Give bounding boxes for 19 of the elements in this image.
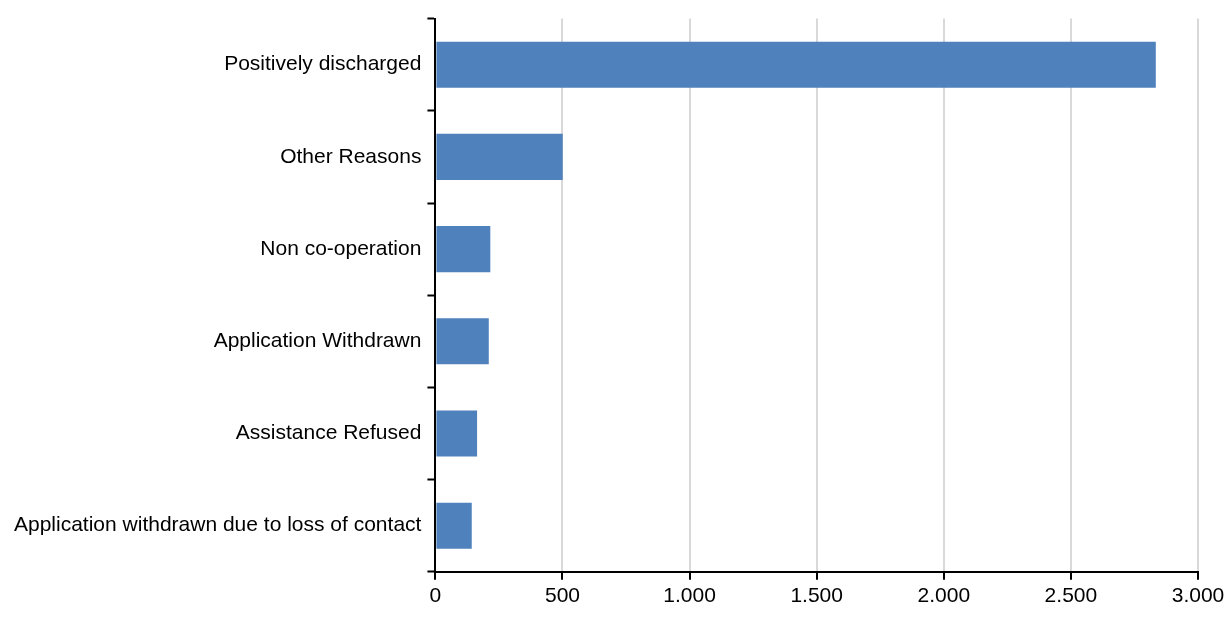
bar	[436, 318, 489, 365]
bar	[436, 41, 1156, 88]
x-tick-label: 1.500	[790, 583, 843, 607]
bar	[436, 410, 478, 457]
y-tick-label: Assistance Refused	[235, 420, 422, 444]
x-tick-label: 3.000	[1171, 583, 1225, 607]
y-tick-label: Other Reasons	[280, 143, 422, 167]
x-tick-label: 500	[544, 583, 581, 607]
x-tick-label: 2.000	[917, 583, 971, 607]
y-tick-label: Non co-operation	[260, 235, 422, 259]
bar	[436, 133, 563, 180]
bar	[436, 226, 491, 273]
x-tick-label: 1.000	[663, 583, 716, 607]
y-tick-label: Positively discharged	[224, 51, 422, 75]
bar	[436, 502, 472, 549]
x-tick-label: 0	[429, 583, 442, 607]
y-tick-label: Application withdrawn due to loss of contact	[13, 512, 422, 536]
x-tick-label: 2.500	[1044, 583, 1098, 607]
y-tick-label: Application Withdrawn	[213, 328, 422, 352]
